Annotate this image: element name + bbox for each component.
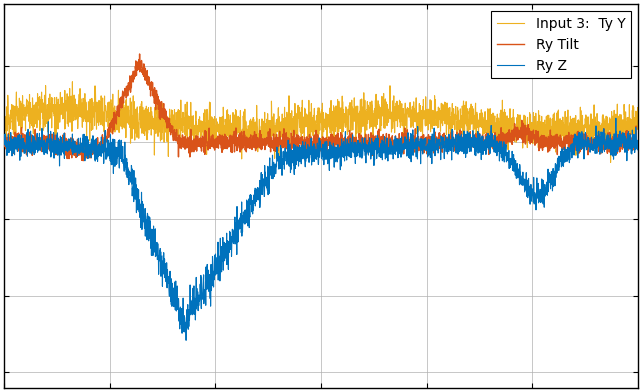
Ry Tilt: [271, 141, 279, 145]
Line: Ry Tilt: Ry Tilt: [4, 54, 638, 161]
Input 3:  Ty Y: (1.15e+03, 0.00966): Ty Y: (1.15e+03, 0.00966): [243, 138, 251, 143]
Ry Z: [271, 164, 279, 169]
Input 3:  Ty Y: (0, 0.203): Ty Y: (0, 0.203): [0, 109, 8, 113]
Ry Z: [612, 116, 620, 121]
Input 3:  Ty Y: (1.3e+03, -0.137): Ty Y: (1.3e+03, -0.137): [275, 161, 282, 166]
Ry Z: [243, 221, 251, 226]
Ry Tilt: [80, 158, 87, 163]
Ry Z: [553, 163, 561, 167]
Ry Z: [182, 338, 190, 343]
Input 3:  Ty Y: (2.62e+03, 0.0557): Ty Y: (2.62e+03, 0.0557): [553, 131, 561, 136]
Ry Tilt: [553, 138, 561, 143]
Input 3:  Ty Y: (1.28e+03, 0.108): Ty Y: (1.28e+03, 0.108): [271, 123, 279, 128]
Input 3:  Ty Y: (521, 0.174): Ty Y: (521, 0.174): [110, 113, 118, 118]
Input 3:  Ty Y: (323, 0.394): Ty Y: (323, 0.394): [69, 80, 76, 84]
Ry Tilt: [110, 121, 118, 126]
Ry Tilt: [622, 131, 630, 136]
Ry Z: [110, 151, 118, 155]
Legend: Input 3:  Ty Y, Ry Tilt, Ry Z: Input 3: Ty Y, Ry Tilt, Ry Z: [491, 11, 631, 78]
Ry Tilt: [244, 138, 252, 143]
Input 3:  Ty Y: (343, 0.166): Ty Y: (343, 0.166): [73, 114, 80, 119]
Input 3:  Ty Y: (2.94e+03, 0.0853): Ty Y: (2.94e+03, 0.0853): [622, 127, 630, 132]
Ry Z: [634, 141, 642, 145]
Line: Ry Z: Ry Z: [4, 118, 638, 340]
Ry Tilt: [0, 143, 8, 147]
Ry Tilt: [634, 147, 642, 151]
Line: Input 3:  Ty Y: Input 3: Ty Y: [4, 82, 638, 163]
Ry Tilt: [73, 150, 80, 154]
Ry Tilt: [135, 52, 143, 56]
Input 3:  Ty Y: (3e+03, 0.187): Ty Y: (3e+03, 0.187): [634, 111, 642, 116]
Ry Z: [73, 143, 80, 148]
Ry Z: [622, 136, 630, 141]
Ry Z: [0, 138, 8, 143]
